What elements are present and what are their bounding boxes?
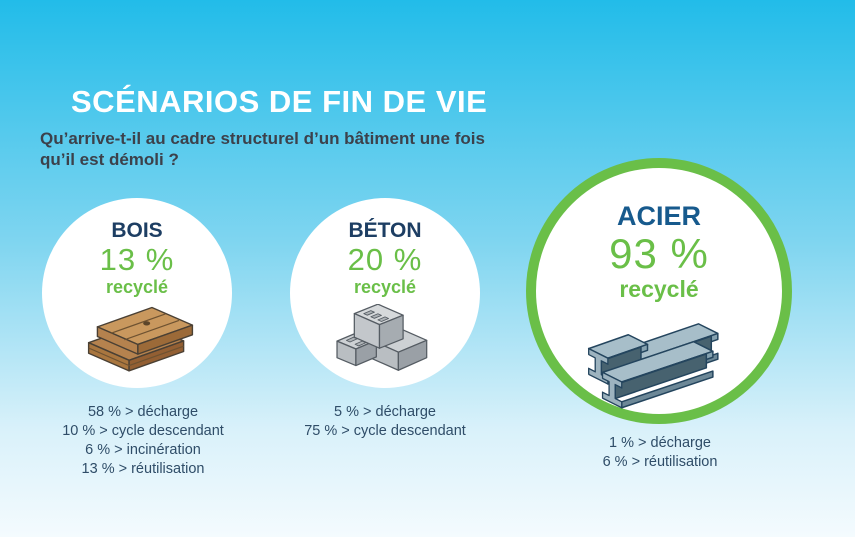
breakdown-line: 5 % > décharge	[334, 404, 436, 420]
material-recycled-label-beton: recyclé	[353, 277, 417, 297]
breakdown-line: 10 % > cycle descendant	[62, 423, 224, 439]
breakdown-line: 13 % > réutilisation	[81, 461, 205, 477]
breakdown-list-beton: 5 % > décharge 75 % > cycle descendant	[265, 403, 505, 441]
breakdown-line: 6 % > réutilisation	[602, 454, 718, 470]
breakdown-line: 6 % > incinération	[85, 442, 201, 458]
material-name-bois: BOIS	[111, 219, 163, 242]
breakdown-list-bois: 58 % > décharge 10 % > cycle descendant 6 …	[23, 403, 263, 479]
page-subtitle: Qu’arrive-t-il au cadre structurel d’un …	[40, 129, 485, 169]
steel-beams-icon	[587, 323, 719, 409]
material-recycled-label-bois: recyclé	[105, 277, 169, 297]
material-recycled-label-acier: recyclé	[619, 276, 699, 302]
material-circle-acier: ACIER 93 % recyclé	[526, 158, 792, 424]
material-name-beton: BÉTON	[348, 219, 422, 242]
breakdown-line: 58 % > décharge	[87, 404, 199, 420]
concrete-blocks-icon	[336, 304, 428, 371]
breakdown-line: 75 % > cycle descendant	[304, 423, 466, 439]
material-pct-bois: 13 %	[99, 242, 175, 277]
material-circle-beton: BÉTON 20 % recyclé	[290, 198, 480, 388]
material-name-acier: ACIER	[616, 201, 701, 231]
breakdown-line: 1 % > décharge	[609, 435, 711, 451]
material-pct-beton: 20 %	[347, 242, 423, 277]
material-circle-bois: BOIS 13 % recyclé	[42, 198, 232, 388]
wood-planks-icon	[87, 306, 194, 372]
material-pct-acier: 93 %	[609, 230, 709, 277]
page-title: SCÉNARIOS DE FIN DE VIE	[71, 84, 488, 119]
breakdown-list-acier: 1 % > décharge 6 % > réutilisation	[540, 434, 780, 472]
